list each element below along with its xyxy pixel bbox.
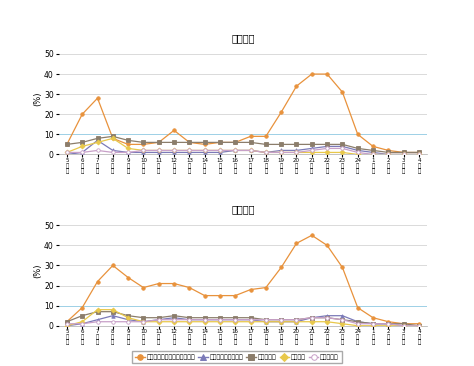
Title: 《休日》: 《休日》 [231, 205, 255, 214]
Title: 《平日》: 《平日》 [231, 33, 255, 43]
Legend: テレビ（リアルタイム）視聴, テレビ（録画）視聴, ネット利用, 新聆読読, ラジオ聴取: テレビ（リアルタイム）視聴, テレビ（録画）視聴, ネット利用, 新聆読読, ラ… [132, 351, 342, 363]
Y-axis label: (%): (%) [34, 92, 43, 107]
Y-axis label: (%): (%) [34, 263, 43, 278]
